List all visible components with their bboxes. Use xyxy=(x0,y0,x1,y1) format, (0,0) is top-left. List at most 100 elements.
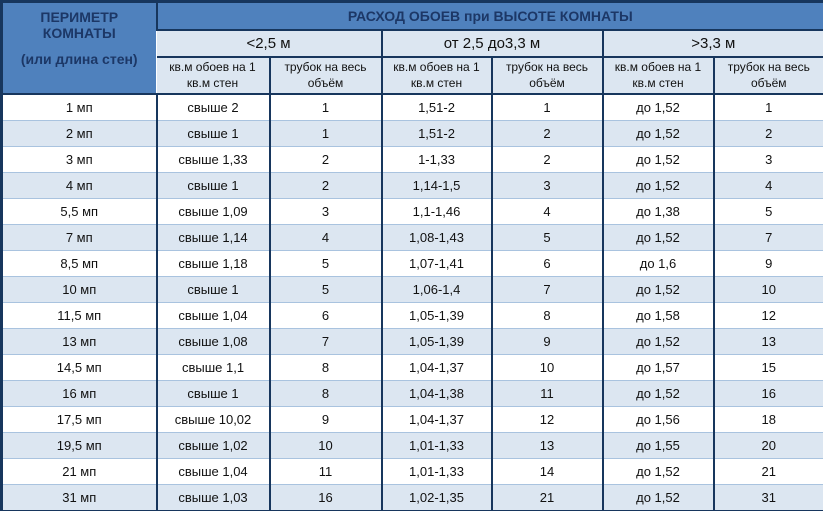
value-cell: 1,01-1,33 xyxy=(380,432,492,459)
value-cell: 10 xyxy=(490,354,603,381)
value-cell: 1,07-1,41 xyxy=(380,250,492,277)
value-cell: до 1,52 xyxy=(601,120,714,147)
value-cell: 5 xyxy=(268,276,382,303)
table-row: 19,5 мп свыше 1,02 10 1,01-1,33 13 до 1,55 20 xyxy=(1,432,823,459)
perimeter-cell: 3 мп xyxy=(1,146,157,173)
subheader-sqm-per-wall: кв.м обоев на 1 кв.м стен xyxy=(380,57,492,95)
value-cell: свыше 1 xyxy=(155,172,270,199)
table-row: 3 мп свыше 1,33 2 1-1,33 2 до 1,52 3 xyxy=(1,146,823,173)
table-row: 5,5 мп свыше 1,09 3 1,1-1,46 4 до 1,38 5 xyxy=(1,198,823,225)
value-cell: свыше 1,04 xyxy=(155,458,270,485)
value-cell: свыше 1,1 xyxy=(155,354,270,381)
value-cell: 16 xyxy=(268,484,382,511)
table-row: 21 мп свыше 1,04 11 1,01-1,33 14 до 1,52 21 xyxy=(1,458,823,485)
value-cell: 16 xyxy=(712,380,823,407)
value-cell: 5 xyxy=(490,224,603,251)
value-cell: 1 xyxy=(712,94,823,121)
value-cell: 1,05-1,39 xyxy=(380,302,492,329)
subheader-sqm-per-wall: кв.м обоев на 1 кв.м стен xyxy=(601,57,714,95)
value-cell: свыше 1,02 xyxy=(155,432,270,459)
value-cell: 11 xyxy=(490,380,603,407)
value-cell: до 1,55 xyxy=(601,432,714,459)
value-cell: 12 xyxy=(712,302,823,329)
sub-header-row: кв.м обоев на 1 кв.м стен трубок на весь … xyxy=(2,57,823,95)
value-cell: 1,08-1,43 xyxy=(380,224,492,251)
perimeter-cell: 21 мп xyxy=(1,458,157,485)
subheader-rolls-total: трубок на весь объём xyxy=(712,57,823,95)
height-group-header-0: <2,5 м xyxy=(156,30,382,58)
value-cell: 10 xyxy=(268,432,382,459)
value-cell: 2 xyxy=(268,146,382,173)
table-row: 2 мп свыше 1 1 1,51-2 2 до 1,52 2 xyxy=(1,120,823,147)
value-cell: 4 xyxy=(490,198,603,225)
perimeter-cell: 5,5 мп xyxy=(1,198,157,225)
value-cell: 1,04-1,37 xyxy=(380,406,492,433)
value-cell: 1,1-1,46 xyxy=(380,198,492,225)
value-cell: до 1,52 xyxy=(601,224,714,251)
value-cell: 1,01-1,33 xyxy=(380,458,492,485)
value-cell: до 1,6 xyxy=(601,250,714,277)
value-cell: 1,04-1,38 xyxy=(380,380,492,407)
perimeter-cell: 17,5 мп xyxy=(1,406,157,433)
perimeter-header-cell: ПЕРИМЕТР КОМНАТЫ (или длина стен) xyxy=(1,1,157,95)
value-cell: 31 xyxy=(712,484,823,511)
value-cell: 6 xyxy=(268,302,382,329)
table-row: 10 мп свыше 1 5 1,06-1,4 7 до 1,52 10 xyxy=(1,276,823,303)
value-cell: свыше 1,08 xyxy=(155,328,270,355)
perimeter-cell: 11,5 мп xyxy=(1,302,157,329)
value-cell: свыше 1,14 xyxy=(155,224,270,251)
value-cell: 1,06-1,4 xyxy=(380,276,492,303)
value-cell: до 1,56 xyxy=(601,406,714,433)
value-cell: 18 xyxy=(712,406,823,433)
value-cell: до 1,52 xyxy=(601,94,714,121)
value-cell: свыше 2 xyxy=(155,94,270,121)
value-cell: 1-1,33 xyxy=(380,146,492,173)
value-cell: 8 xyxy=(490,302,603,329)
value-cell: 15 xyxy=(712,354,823,381)
value-cell: свыше 1 xyxy=(155,380,270,407)
value-cell: 1,51-2 xyxy=(380,120,492,147)
perimeter-cell: 14,5 мп xyxy=(1,354,157,381)
value-cell: 1 xyxy=(268,120,382,147)
value-cell: свыше 1 xyxy=(155,276,270,303)
table-row: 7 мп свыше 1,14 4 1,08-1,43 5 до 1,52 7 xyxy=(1,224,823,251)
value-cell: 2 xyxy=(490,146,603,173)
value-cell: свыше 1,04 xyxy=(155,302,270,329)
value-cell: до 1,52 xyxy=(601,172,714,199)
value-cell: 3 xyxy=(490,172,603,199)
perimeter-cell: 8,5 мп xyxy=(1,250,157,277)
table-row: 1 мп свыше 2 1 1,51-2 1 до 1,52 1 xyxy=(1,94,823,121)
value-cell: до 1,52 xyxy=(601,276,714,303)
perimeter-cell: 7 мп xyxy=(1,224,157,251)
perimeter-cell: 4 мп xyxy=(1,172,157,199)
value-cell: 7 xyxy=(490,276,603,303)
table-row: 13 мп свыше 1,08 7 1,05-1,39 9 до 1,52 13 xyxy=(1,328,823,355)
value-cell: 2 xyxy=(268,172,382,199)
perimeter-cell: 10 мп xyxy=(1,276,157,303)
value-cell: свыше 1,33 xyxy=(155,146,270,173)
perimeter-cell: 16 мп xyxy=(1,380,157,407)
height-group-header-1: от 2,5 до3,3 м xyxy=(380,30,603,58)
value-cell: 7 xyxy=(268,328,382,355)
perimeter-cell: 31 мп xyxy=(1,484,157,511)
subheader-sqm-per-wall: кв.м обоев на 1 кв.м стен xyxy=(156,57,270,95)
value-cell: до 1,52 xyxy=(601,380,714,407)
value-cell: до 1,58 xyxy=(601,302,714,329)
perimeter-cell: 1 мп xyxy=(1,94,157,121)
value-cell: до 1,57 xyxy=(601,354,714,381)
table-main-title: РАСХОД ОБОЕВ при ВЫСОТЕ КОМНАТЫ xyxy=(155,1,823,31)
value-cell: до 1,52 xyxy=(601,328,714,355)
value-cell: 4 xyxy=(712,172,823,199)
value-cell: 5 xyxy=(712,198,823,225)
perimeter-header-line2: (или длина стен) xyxy=(20,51,138,67)
perimeter-cell: 2 мп xyxy=(1,120,157,147)
value-cell: 1,14-1,5 xyxy=(380,172,492,199)
value-cell: до 1,52 xyxy=(601,146,714,173)
subheader-rolls-total: трубок на весь объём xyxy=(490,57,603,95)
value-cell: 4 xyxy=(268,224,382,251)
value-cell: 8 xyxy=(268,380,382,407)
value-cell: 9 xyxy=(268,406,382,433)
value-cell: 10 xyxy=(712,276,823,303)
